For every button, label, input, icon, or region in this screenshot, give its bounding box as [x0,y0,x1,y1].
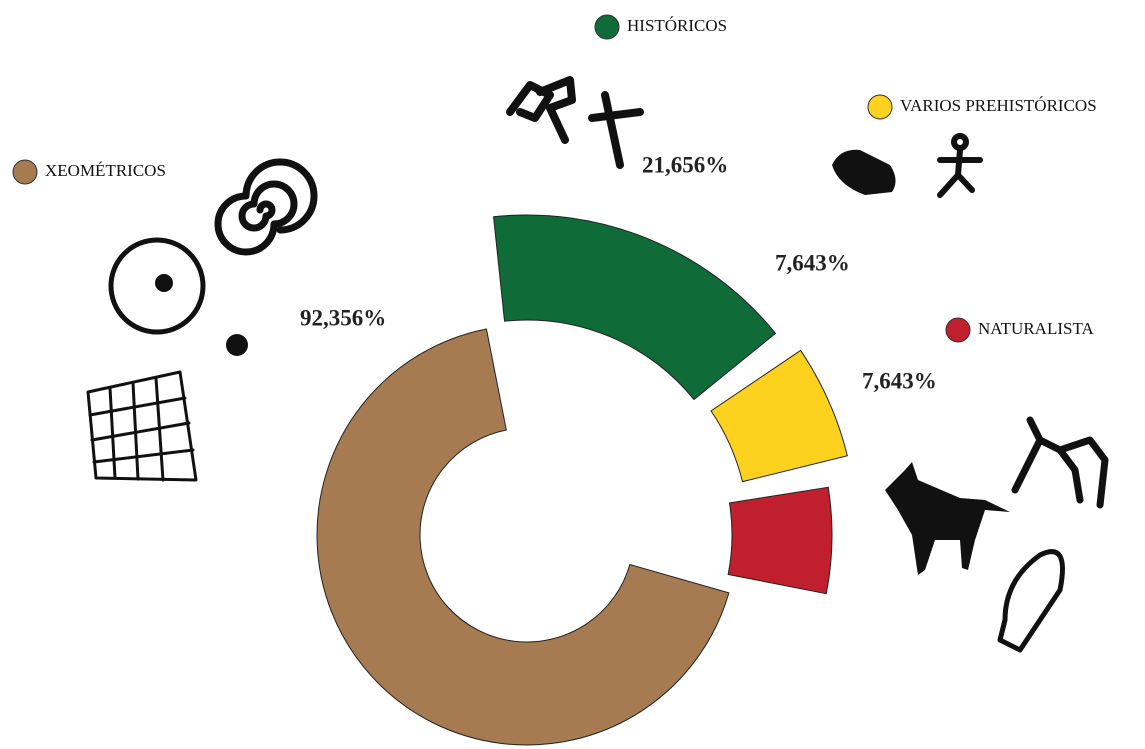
legend-label: VARIOS PREHISTÓRICOS [900,96,1097,115]
legend-label: XEOMÉTRICOS [45,161,166,180]
chart: 92,356% XEOMÉTRICOS 21,656% HISTÓRICOS 7,643… [0,0,1145,749]
legend-swatch [946,318,970,342]
donut-segment [317,329,729,745]
grid-icon [88,372,196,480]
legend-swatch [13,160,37,184]
donut-segment [494,215,776,400]
historic-icon [510,80,640,165]
legend-label: HISTÓRICOS [627,16,727,35]
donut-segment [711,350,847,481]
dot-icon [226,334,248,356]
value-label: 7,643% [862,368,937,393]
donut-segment [728,487,832,593]
legend-swatch [868,95,892,119]
legend-swatch [595,15,619,39]
value-label: 92,356% [300,305,386,330]
dot-icon [155,274,173,292]
spiral-icon [218,162,314,252]
prehistoric-icon [832,136,980,195]
value-label: 7,643% [775,250,850,275]
legend-label: NATURALISTA [978,319,1094,338]
value-label: 21,656% [642,152,728,177]
petroglyph-icons [88,80,1105,650]
naturalist-icon [885,420,1105,650]
